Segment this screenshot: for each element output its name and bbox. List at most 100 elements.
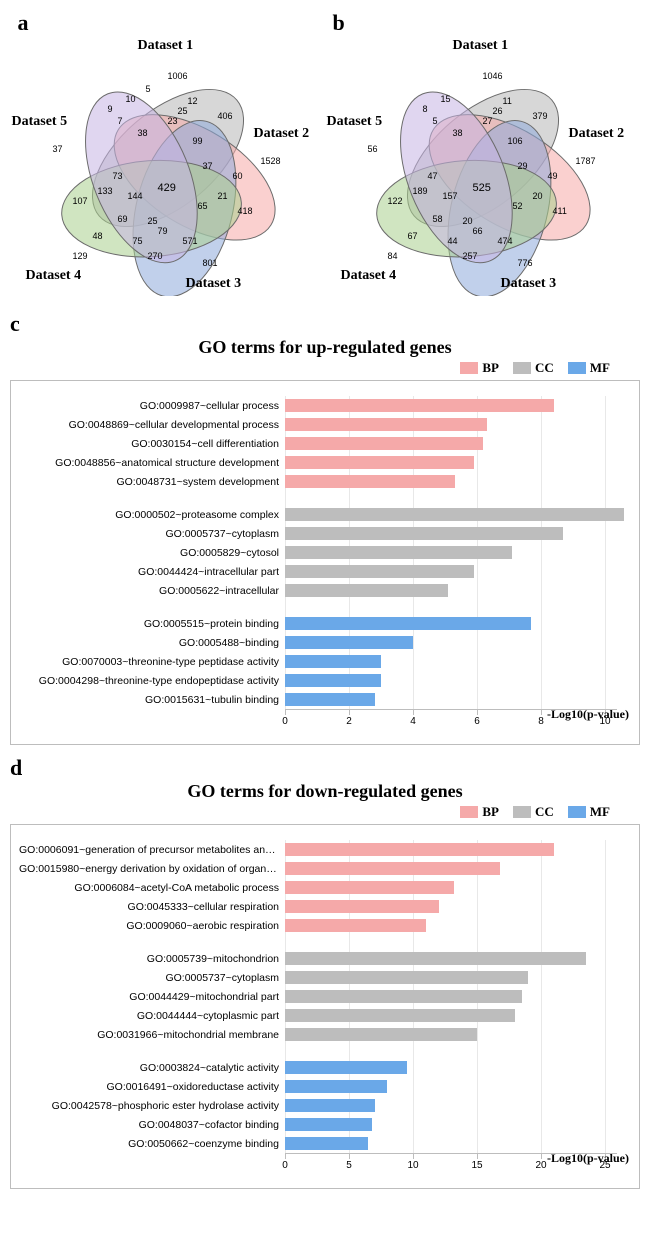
bar-label: GO:0000502~proteasome complex (19, 509, 285, 521)
bar-label: GO:0015631~tubulin binding (19, 694, 285, 706)
bar-row: GO:0006091~generation of precursor metab… (19, 840, 617, 859)
venn-region-value: 133 (98, 186, 113, 196)
venn-region-value: 47 (428, 171, 438, 181)
venn-dataset-label: Dataset 1 (453, 38, 509, 54)
bar (285, 546, 512, 559)
bar (285, 1061, 407, 1074)
bar-row: GO:0045333~cellular respiration (19, 897, 617, 916)
venn-region-value: 144 (128, 191, 143, 201)
venn-region-value: 67 (408, 231, 418, 241)
axis-tick-label: 0 (282, 716, 288, 727)
bar-label: GO:0044424~intracellular part (19, 566, 285, 578)
venn-region-value: 474 (498, 236, 513, 246)
bar-row: GO:0044429~mitochondrial part (19, 987, 617, 1006)
legend-d: BPCCMF (10, 804, 640, 820)
bar-row: GO:0005515~protein binding (19, 614, 617, 633)
bar (285, 418, 487, 431)
venn-region-value: 26 (493, 106, 503, 116)
venn-region-value: 1006 (168, 71, 188, 81)
bar-label: GO:0030154~cell differentiation (19, 438, 285, 450)
venn-region-value: 11 (503, 96, 512, 106)
bar-row: GO:0005739~mitochondrion (19, 949, 617, 968)
venn-region-value: 270 (148, 251, 163, 261)
bar-label: GO:0006084~acetyl-CoA metabolic process (19, 882, 285, 894)
legend-swatch (513, 362, 531, 374)
venn-region-value: 25 (148, 216, 158, 226)
bar-label: GO:0048869~cellular developmental proces… (19, 419, 285, 431)
legend-item: MF (568, 360, 610, 376)
bar-label: GO:0048856~anatomical structure developm… (19, 457, 285, 469)
axis-tick-label: 5 (346, 1160, 352, 1171)
bar-row: GO:0042578~phosphoric ester hydrolase ac… (19, 1096, 617, 1115)
venn-region-value: 8 (423, 104, 428, 114)
venn-dataset-label: Dataset 2 (569, 126, 625, 142)
bar (285, 971, 528, 984)
bar-row: GO:0006084~acetyl-CoA metabolic process (19, 878, 617, 897)
legend-label: BP (482, 360, 499, 376)
bar (285, 862, 500, 875)
bar-row: GO:0031966~mitochondrial membrane (19, 1025, 617, 1044)
bar (285, 636, 413, 649)
venn-region-value: 12 (188, 96, 198, 106)
legend-label: CC (535, 360, 554, 376)
bar-label: GO:0005622~intracellular (19, 585, 285, 597)
venn-region-value: 37 (53, 144, 63, 154)
bar (285, 617, 531, 630)
bar-row: GO:0005737~cytoplasm (19, 968, 617, 987)
chart-d-axis-label: -Log10(p-value) (547, 1151, 629, 1166)
legend-item: BP (460, 360, 499, 376)
panel-b-label: b (333, 10, 345, 35)
venn-center-value: 429 (158, 182, 176, 194)
bar-label: GO:0005737~cytoplasm (19, 972, 285, 984)
legend-item: CC (513, 360, 554, 376)
venn-region-value: 129 (73, 251, 88, 261)
axis-tick-label: 10 (407, 1160, 418, 1171)
bar (285, 952, 586, 965)
bar-row: GO:0048731~system development (19, 472, 617, 491)
bar-label: GO:0003824~catalytic activity (19, 1062, 285, 1074)
bar-row: GO:0009987~cellular process (19, 396, 617, 415)
venn-region-value: 79 (158, 226, 168, 236)
bar-label: GO:0005737~cytoplasm (19, 528, 285, 540)
bar-row: GO:0003824~catalytic activity (19, 1058, 617, 1077)
venn-region-value: 99 (193, 136, 203, 146)
venn-region-value: 106 (508, 136, 523, 146)
venn-region-value: 37 (203, 161, 213, 171)
bar (285, 655, 381, 668)
venn-dataset-label: Dataset 5 (327, 114, 383, 130)
bar-label: GO:0004298~threonine-type endopeptidase … (19, 675, 285, 687)
bar-label: GO:0005829~cytosol (19, 547, 285, 559)
venn-region-value: 122 (388, 196, 403, 206)
venn-region-value: 21 (218, 191, 228, 201)
bar-row: GO:0030154~cell differentiation (19, 434, 617, 453)
bar (285, 900, 439, 913)
bar (285, 456, 474, 469)
venn-region-value: 75 (133, 236, 143, 246)
bar-row: GO:0016491~oxidoreductase activity (19, 1077, 617, 1096)
bar-row: GO:0044444~cytoplasmic part (19, 1006, 617, 1025)
bar-row: GO:0004298~threonine-type endopeptidase … (19, 671, 617, 690)
axis-tick-label: 20 (535, 1160, 546, 1171)
venn-region-value: 257 (463, 251, 478, 261)
bar-row: GO:0050662~coenzyme binding (19, 1134, 617, 1153)
chart-d-bars: GO:0006091~generation of precursor metab… (19, 840, 617, 1153)
bar (285, 1009, 515, 1022)
panel-d-title: GO terms for down-regulated genes (10, 781, 640, 802)
bar-label: GO:0031966~mitochondrial membrane (19, 1029, 285, 1041)
chart-c-axis-label: -Log10(p-value) (547, 707, 629, 722)
bar-label: GO:0044444~cytoplasmic part (19, 1010, 285, 1022)
venn-region-value: 189 (413, 186, 428, 196)
bar-row: GO:0048037~cofactor binding (19, 1115, 617, 1134)
bar-label: GO:0015980~energy derivation by oxidatio… (19, 863, 285, 875)
bar (285, 881, 454, 894)
venn-b: Dataset 1Dataset 2Dataset 3Dataset 4Data… (333, 36, 633, 296)
bar-row: GO:0005488~binding (19, 633, 617, 652)
legend-label: CC (535, 804, 554, 820)
venn-region-value: 1046 (483, 71, 503, 81)
venn-region-value: 58 (433, 214, 443, 224)
venn-region-value: 5 (146, 84, 151, 94)
venn-region-value: 406 (218, 111, 233, 121)
venn-a: Dataset 1Dataset 2Dataset 3Dataset 4Data… (18, 36, 318, 296)
bar (285, 843, 554, 856)
venn-region-value: 411 (553, 206, 567, 216)
